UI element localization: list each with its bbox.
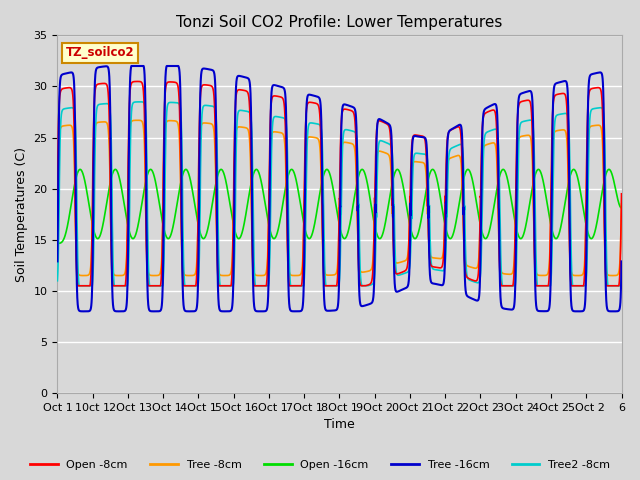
X-axis label: Time: Time (324, 419, 355, 432)
Title: Tonzi Soil CO2 Profile: Lower Temperatures: Tonzi Soil CO2 Profile: Lower Temperatur… (176, 15, 502, 30)
Legend: Open -8cm, Tree -8cm, Open -16cm, Tree -16cm, Tree2 -8cm: Open -8cm, Tree -8cm, Open -16cm, Tree -… (26, 456, 614, 474)
Y-axis label: Soil Temperatures (C): Soil Temperatures (C) (15, 147, 28, 282)
Text: TZ_soilco2: TZ_soilco2 (66, 46, 134, 59)
